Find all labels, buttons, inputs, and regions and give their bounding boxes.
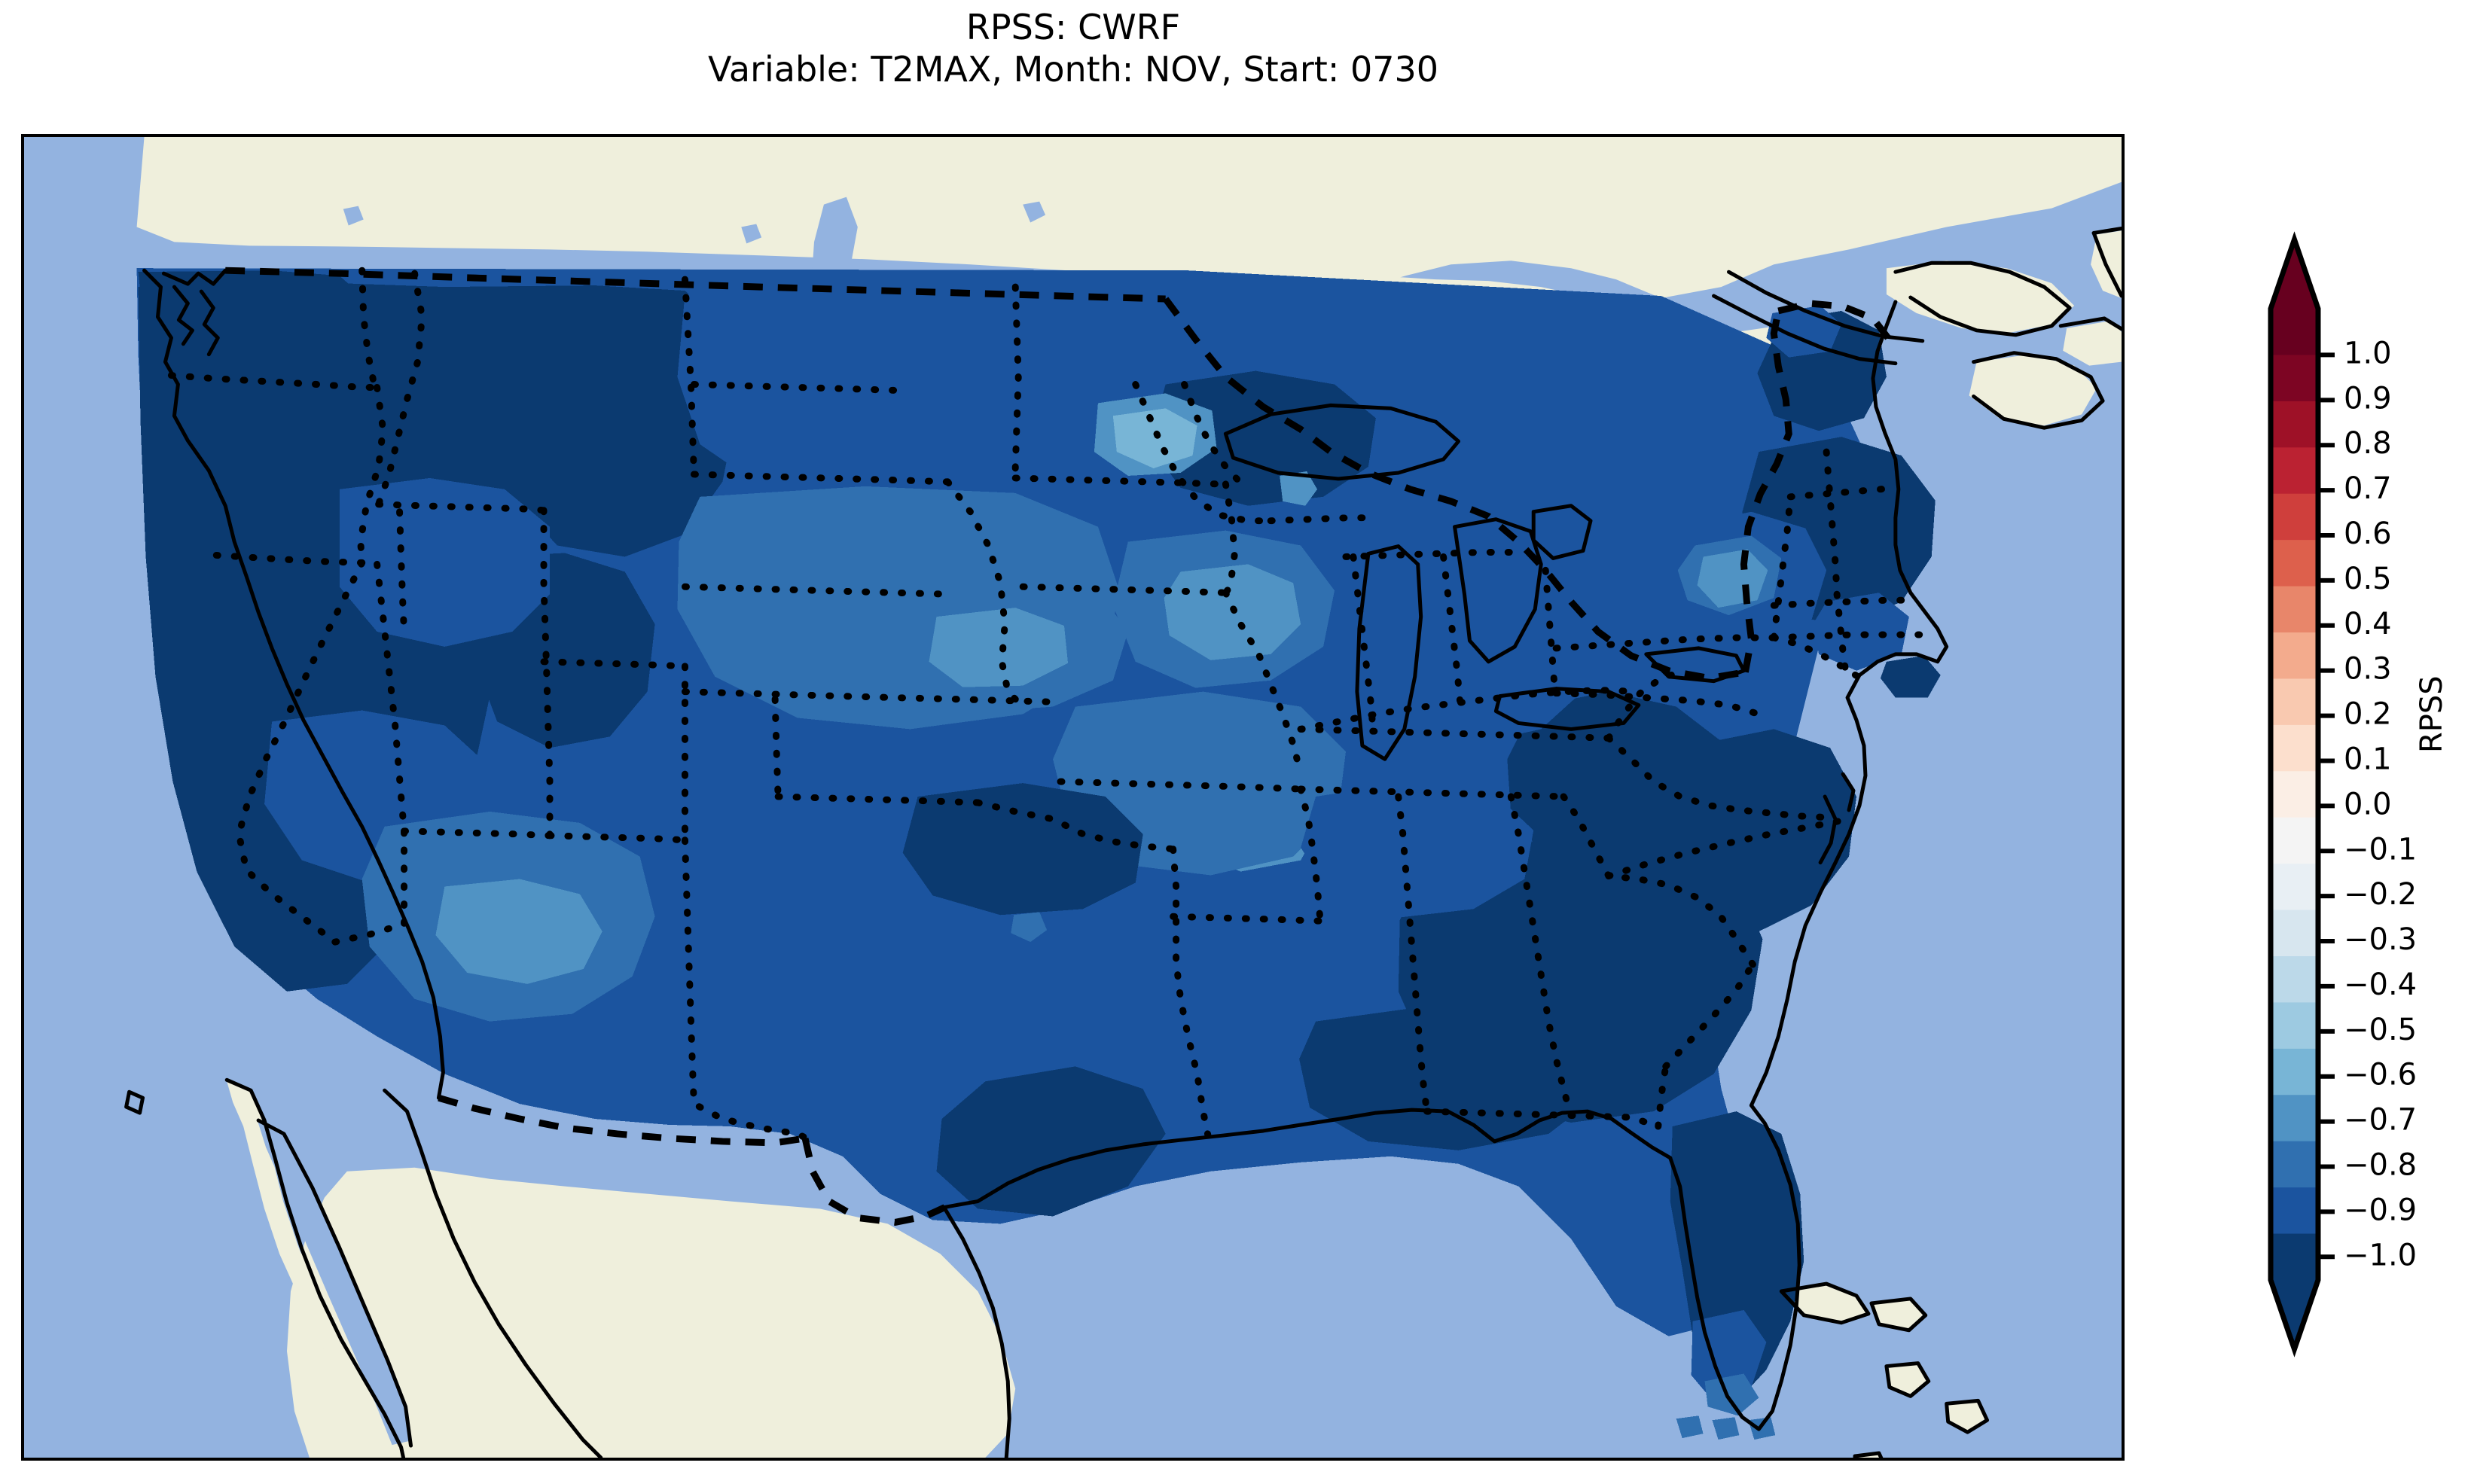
colorbar-tick-label: −1.0 xyxy=(2344,1238,2417,1272)
colorbar-band xyxy=(2271,401,2318,448)
title-line-2: Variable: T2MAX, Month: NOV, Start: 0730 xyxy=(707,49,1439,90)
colorbar-band xyxy=(2271,1141,2318,1188)
colorbar-tick-label: −0.4 xyxy=(2344,967,2417,1002)
colorbar-tick-label: 0.5 xyxy=(2344,562,2392,596)
colorbar-svg: 1.0 0.9 0.8 0.7 0.6 0.5 0.4 0.3 0.2 0.1 0.0 −0.1 −0.… xyxy=(2268,231,2417,1358)
colorbar-outline xyxy=(2268,231,2321,1358)
colorbar-tick-label: 0.2 xyxy=(2344,697,2392,732)
colorbar-tick-label: −0.6 xyxy=(2344,1058,2417,1092)
colorbar-tick-label: 0.8 xyxy=(2344,426,2392,461)
colorbar-tick-label: −0.7 xyxy=(2344,1103,2417,1138)
colorbar-band xyxy=(2271,771,2318,818)
colorbar-tick-label: 1.0 xyxy=(2344,336,2392,370)
coastlines xyxy=(124,226,2122,1458)
colorbar: 1.0 0.9 0.8 0.7 0.6 0.5 0.4 0.3 0.2 0.1 0.0 −0.1 −0.… xyxy=(2267,226,2470,1400)
colorbar-tick-label: −0.3 xyxy=(2344,922,2417,957)
title-line-1: RPSS: CWRF xyxy=(966,7,1181,47)
colorbar-band xyxy=(2271,678,2318,726)
map-panel xyxy=(21,134,2125,1461)
colorbar-extend-top-arrow xyxy=(2271,239,2318,309)
colorbar-tick-label: 0.7 xyxy=(2344,471,2392,506)
colorbar-tick-label: 0.3 xyxy=(2344,652,2392,687)
colorbar-tick-label: 0.4 xyxy=(2344,607,2392,641)
colorbar-tick-label: −0.8 xyxy=(2344,1148,2417,1183)
colorbar-band xyxy=(2271,540,2318,587)
colorbar-band xyxy=(2271,864,2318,911)
colorbar-band xyxy=(2271,309,2318,356)
colorbar-band xyxy=(2271,447,2318,495)
country-borders xyxy=(225,267,1891,1226)
colorbar-tick-label: −0.1 xyxy=(2344,832,2417,867)
colorbar-band xyxy=(2271,1002,2318,1050)
colorbar-band xyxy=(2271,724,2318,772)
colorbar-band xyxy=(2271,1048,2318,1095)
colorbar-band xyxy=(2271,632,2318,680)
colorbar-tick-label: −0.9 xyxy=(2344,1193,2417,1227)
colorbar-tick-label: −0.2 xyxy=(2344,877,2417,912)
colorbar-tick-label: 0.9 xyxy=(2344,381,2392,416)
colorbar-tick-label: 0.0 xyxy=(2344,787,2392,821)
colorbar-band xyxy=(2271,1187,2318,1235)
colorbar-tick-label: 0.1 xyxy=(2344,742,2392,776)
colorbar-tick-label: 0.6 xyxy=(2344,517,2392,551)
colorbar-band xyxy=(2271,586,2318,633)
colorbar-band xyxy=(2271,493,2318,541)
figure-title: RPSS: CWRF Variable: T2MAX, Month: NOV, … xyxy=(0,6,2146,90)
state-borders xyxy=(167,267,1928,1145)
colorbar-band xyxy=(2271,956,2318,1004)
colorbar-band xyxy=(2271,355,2318,402)
colorbar-extend-bottom-arrow xyxy=(2271,1280,2318,1349)
map-canvas xyxy=(24,137,2122,1458)
colorbar-band xyxy=(2271,1095,2318,1142)
colorbar-band xyxy=(2271,1233,2318,1281)
colorbar-tick-label: −0.5 xyxy=(2344,1013,2417,1047)
colorbar-band xyxy=(2271,910,2318,957)
colorbar-band xyxy=(2271,817,2318,864)
colorbar-axis-label: RPSS xyxy=(2415,675,2449,753)
